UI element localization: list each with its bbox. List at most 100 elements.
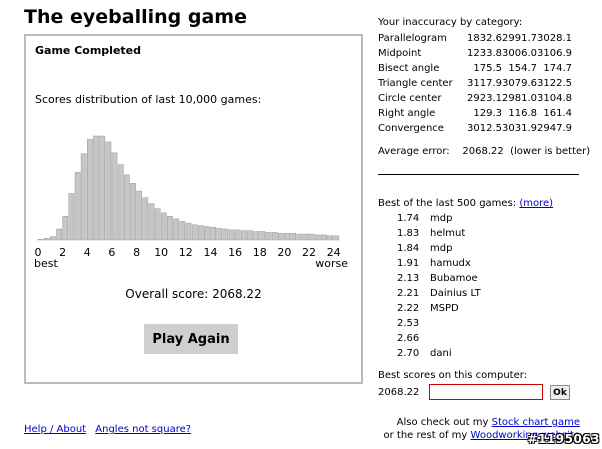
best-score-row: 1.74 mdp bbox=[397, 211, 481, 226]
category-name: Bisect angle bbox=[378, 63, 440, 74]
histogram-bar bbox=[123, 174, 130, 241]
x-tick-label: 2 bbox=[59, 246, 66, 259]
histogram-bar bbox=[204, 226, 210, 241]
best-score-player: hamudx bbox=[430, 258, 471, 269]
histogram-bar bbox=[216, 227, 223, 241]
score-1: 175.5 bbox=[473, 63, 502, 74]
best-500-list: 1.74 mdp 1.83 helmut 1.84 mdp 1.91 hamudx 2.13 Bu… bbox=[397, 211, 481, 361]
best-score-row: 2.70 dani bbox=[397, 346, 481, 361]
computer-score: 2068.22 bbox=[378, 387, 420, 398]
name-input[interactable] bbox=[429, 384, 543, 400]
overall-score: Overall score: 2068.22 bbox=[125, 287, 262, 301]
x-worse-label: worse bbox=[315, 257, 348, 270]
best-score-row: 1.83 helmut bbox=[397, 226, 481, 241]
best-score-player: Bubamoe bbox=[430, 273, 478, 284]
histogram-bar bbox=[74, 172, 81, 241]
best-score-value: 2.53 bbox=[397, 318, 420, 329]
category-name: Parallelogram bbox=[378, 33, 447, 44]
histogram-bar bbox=[56, 228, 62, 241]
histogram-bar bbox=[87, 139, 93, 241]
histogram-bar bbox=[68, 193, 75, 241]
computer-scores-heading: Best scores on this computer: bbox=[378, 370, 528, 381]
category-name: Midpoint bbox=[378, 48, 422, 59]
best-score-player: mdp bbox=[430, 243, 453, 254]
page-title: The eyeballing game bbox=[24, 6, 247, 28]
histogram-bar bbox=[321, 234, 327, 241]
histogram-bar bbox=[277, 232, 284, 241]
also-check-text: Also check out my bbox=[396, 417, 489, 428]
histogram-bar bbox=[50, 236, 56, 241]
score-1: 1233.8 bbox=[467, 48, 502, 59]
score-2: 2991.7 bbox=[502, 33, 537, 44]
x-tick-label: 18 bbox=[253, 246, 267, 259]
histogram-bar bbox=[259, 231, 266, 241]
best-score-player: helmut bbox=[430, 228, 466, 239]
footer-links: Help / About Angles not square? bbox=[24, 424, 197, 435]
histogram-bar bbox=[105, 141, 112, 241]
histogram-bar bbox=[173, 218, 179, 241]
inaccuracy-table: Parallelogram 1832.6 2991.7 3028.1 Midpoint 1… bbox=[378, 31, 572, 136]
angles-not-square-link[interactable]: Angles not square? bbox=[95, 424, 192, 435]
histogram-bar bbox=[234, 229, 241, 241]
ok-button[interactable]: Ok bbox=[550, 385, 570, 400]
game-panel: Game Completed Scores distribution of la… bbox=[24, 34, 363, 384]
score-1: 1832.6 bbox=[467, 33, 502, 44]
score-1: 3117.9 bbox=[467, 78, 502, 89]
best-score-row: 1.84 mdp bbox=[397, 241, 481, 256]
divider bbox=[378, 174, 579, 175]
more-link[interactable]: (more) bbox=[519, 198, 554, 209]
help-about-link[interactable]: Help / About bbox=[24, 424, 87, 435]
histogram-bar bbox=[167, 216, 173, 241]
histogram-bar bbox=[160, 212, 167, 241]
best-500-heading-text: Best of the last 500 games: bbox=[378, 198, 517, 209]
inaccuracy-row: Convergence 3012.5 3031.9 2947.9 bbox=[378, 121, 572, 136]
best-score-value: 2.22 bbox=[397, 303, 420, 314]
watermark: #1195063 bbox=[527, 432, 600, 446]
woodworking-website-link[interactable]: Woodworking website bbox=[470, 430, 580, 441]
best-score-row: 2.13 Bubamoe bbox=[397, 271, 481, 286]
best-score-player: Dainius LT bbox=[430, 288, 481, 299]
x-tick-label: 16 bbox=[228, 246, 242, 259]
x-best-label: best bbox=[34, 257, 58, 270]
inaccuracy-row: Right angle 129.3 116.8 161.4 bbox=[378, 106, 572, 121]
best-score-player bbox=[430, 331, 481, 346]
x-tick-label: 6 bbox=[108, 246, 115, 259]
x-tick-label: 12 bbox=[179, 246, 193, 259]
histogram-bar bbox=[62, 216, 69, 241]
histogram-bar bbox=[333, 235, 340, 241]
stock-chart-game-link[interactable]: Stock chart game bbox=[491, 417, 580, 428]
best-score-value: 2.13 bbox=[397, 273, 420, 284]
x-tick-label: 22 bbox=[302, 246, 316, 259]
histogram-bar bbox=[314, 234, 321, 241]
histogram-bar bbox=[302, 233, 309, 241]
best-score-value: 1.74 bbox=[397, 213, 420, 224]
best-score-value: 1.91 bbox=[397, 258, 420, 269]
average-error: Average error: 2068.22 (lower is better) bbox=[378, 146, 590, 157]
inaccuracy-heading: Your inaccuracy by category: bbox=[378, 17, 523, 28]
category-name: Circle center bbox=[378, 93, 442, 104]
histogram-bar bbox=[117, 164, 124, 241]
score-2: 116.8 bbox=[508, 108, 537, 119]
x-tick-label: 4 bbox=[84, 246, 91, 259]
best-score-player: dani bbox=[430, 348, 452, 359]
score-3: 3104.8 bbox=[537, 93, 572, 104]
score-3: 2947.9 bbox=[537, 123, 572, 134]
category-name: Triangle center bbox=[378, 78, 453, 89]
x-tick-label: 14 bbox=[204, 246, 218, 259]
histogram-bar bbox=[253, 231, 260, 241]
average-error-value: 2068.22 bbox=[462, 146, 504, 157]
category-name: Right angle bbox=[378, 108, 436, 119]
woodworking-text: or the rest of my bbox=[383, 430, 468, 441]
woodworking-line: or the rest of my Woodworking website bbox=[384, 430, 580, 441]
best-score-row: 1.91 hamudx bbox=[397, 256, 481, 271]
histogram-bar bbox=[290, 232, 297, 241]
inaccuracy-row: Bisect angle 175.5 154.7 174.7 bbox=[378, 61, 572, 76]
histogram-bar bbox=[210, 227, 216, 241]
score-3: 174.7 bbox=[543, 63, 572, 74]
play-again-button[interactable]: Play Again bbox=[144, 324, 238, 354]
score-1: 129.3 bbox=[473, 108, 502, 119]
x-tick-label: 0 bbox=[35, 246, 42, 259]
best-score-row: 2.53 bbox=[397, 316, 481, 331]
average-error-label: Average error: bbox=[378, 146, 450, 157]
